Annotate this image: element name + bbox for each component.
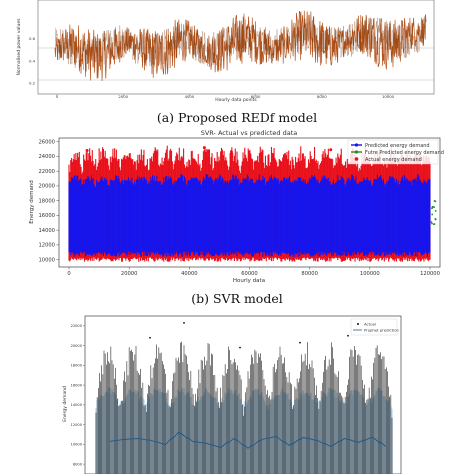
svr-chart: SVR- Actual vs predicted data 0 20000 4000… xyxy=(29,129,444,306)
prophet-y-tick-label: 14000 xyxy=(71,403,83,407)
svr-actual-outlier xyxy=(85,149,89,153)
redf-y-axis-label: Normalised power values xyxy=(16,18,22,76)
prophet-legend-label-prediction: Prophet prediction xyxy=(364,328,400,333)
svr-x-tick-label: 120000 xyxy=(420,271,440,277)
prophet-y-tick-label: 12000 xyxy=(71,423,83,427)
svr-future-series xyxy=(430,199,437,226)
prophet-prediction-series xyxy=(109,431,387,449)
svr-y-tick-label: 26000 xyxy=(38,139,55,145)
svr-y-tick-label: 20000 xyxy=(38,184,55,190)
svr-y-tick-label: 12000 xyxy=(38,243,55,249)
svr-x-tick-label: 40000 xyxy=(181,271,198,277)
prophet-legend-box xyxy=(350,318,398,336)
prophet-prediction-line xyxy=(109,431,387,449)
svr-legend-label-actual: Actual energy demand xyxy=(365,157,422,163)
redf-series-line xyxy=(54,10,427,81)
prophet-actual-outlier xyxy=(299,341,301,344)
prophet-y-tick-label: 16000 xyxy=(71,383,83,387)
svr-future-mark xyxy=(431,213,434,216)
svr-y-tick-label: 22000 xyxy=(38,169,55,175)
svr-y-tick-label: 16000 xyxy=(38,213,55,219)
prophet-y-tick-label: 22000 xyxy=(71,324,83,328)
caption-a: (a) Proposed REDf model xyxy=(157,110,317,125)
prophet-actual-outlier xyxy=(347,334,349,337)
svr-y-tick-label: 18000 xyxy=(38,198,55,204)
svr-legend-marker-actual xyxy=(354,157,359,161)
svr-future-mark xyxy=(433,223,436,225)
prophet-legend: Actual Prophet prediction xyxy=(350,318,400,336)
redf-y-tick-label: 0.4 xyxy=(29,58,36,63)
redf-x-tick-label: 8000 xyxy=(317,94,327,99)
svr-x-tick-label: 100000 xyxy=(360,271,380,277)
svr-y-axis-label: Energy demand xyxy=(29,180,35,224)
redf-x-tick-label: 6000 xyxy=(251,94,261,99)
prophet-y-tick-label: 18000 xyxy=(71,364,83,368)
svr-x-tick-label: 60000 xyxy=(241,271,258,277)
prophet-y-axis-label: Energy demand xyxy=(62,386,68,422)
redf-x-tick-label: 4000 xyxy=(185,94,195,99)
redf-chart: 0 2000 4000 6000 8000 10000 0.2 0.4 0.6 Hourly … xyxy=(16,0,435,125)
prophet-actual-outlier xyxy=(239,346,241,349)
svr-predicted-series xyxy=(68,174,431,257)
prophet-chart: 220002000018000160001400012000100008000 … xyxy=(62,315,402,474)
prophet-legend-label-actual: Actual xyxy=(364,322,376,327)
prophet-legend-marker-actual xyxy=(357,323,359,325)
svr-y-tick-label: 24000 xyxy=(38,154,55,160)
svr-legend: Predicted energy demand Futre Predicted … xyxy=(347,139,444,165)
svr-future-mark xyxy=(434,218,437,221)
svr-legend-label-predicted: Predicted energy demand xyxy=(365,143,430,149)
prophet-actual-outlier xyxy=(183,322,185,324)
prophet-y-tick-label: 20000 xyxy=(71,344,83,348)
caption-b: (b) SVR model xyxy=(191,291,282,306)
svr-actual-outlier xyxy=(329,148,333,152)
svr-legend-marker-predicted xyxy=(354,143,359,147)
prophet-y-tick-label: 8000 xyxy=(73,462,83,466)
svr-x-tick-label: 20000 xyxy=(121,271,138,277)
svr-title: SVR- Actual vs predicted data xyxy=(201,129,298,137)
svr-actual-outlier xyxy=(229,150,233,154)
svr-actual-outlier xyxy=(202,146,206,150)
svr-future-mark xyxy=(431,205,434,208)
svr-future-mark xyxy=(433,199,436,202)
redf-y-tick-label: 0.6 xyxy=(29,36,36,41)
prophet-y-tick-label: 10000 xyxy=(71,443,83,447)
svr-future-mark xyxy=(431,222,433,225)
svr-x-tick-label: 80000 xyxy=(301,271,318,277)
prophet-actual-outlier xyxy=(149,336,151,339)
svr-future-mark xyxy=(434,210,437,212)
redf-x-tick-label: 0 xyxy=(56,94,59,99)
svr-y-tick-label: 10000 xyxy=(38,257,55,263)
redf-x-tick-label: 2000 xyxy=(118,94,128,99)
svr-y-tick-label: 14000 xyxy=(38,228,55,234)
redf-x-axis-label: Hourly data points xyxy=(215,97,257,103)
svr-x-axis-label: Hourly data xyxy=(233,278,265,284)
redf-x-tick-label: 10000 xyxy=(382,94,395,99)
svr-x-tick-label: 0 xyxy=(67,271,70,277)
redf-line-path-secondary xyxy=(54,14,427,72)
svr-legend-box xyxy=(347,139,439,165)
svr-legend-marker-future xyxy=(354,150,359,154)
redf-line-path xyxy=(54,10,427,81)
svr-future-mark xyxy=(430,221,433,223)
svr-legend-label-future: Futre Predicted energy demand xyxy=(365,150,444,156)
redf-y-tick-label: 0.2 xyxy=(29,80,36,85)
